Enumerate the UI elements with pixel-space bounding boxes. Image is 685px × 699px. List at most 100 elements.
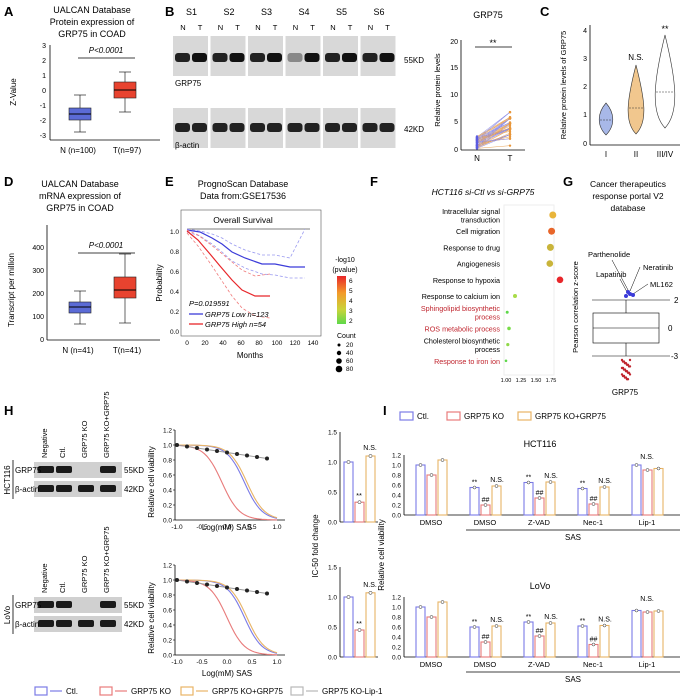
mark-sig: ** bbox=[472, 619, 478, 626]
paired-lines bbox=[475, 110, 512, 150]
y-tick: -2 bbox=[40, 118, 46, 125]
viability-bar bbox=[577, 625, 588, 658]
panel-g: G Cancer therapeutics response portal V2… bbox=[563, 174, 679, 397]
sample-label: S5 bbox=[336, 7, 347, 17]
point-t bbox=[508, 117, 512, 120]
x-tick: 120 bbox=[290, 340, 301, 347]
y-axis-label: Transcript per million bbox=[7, 253, 16, 327]
x-label: N (n=41) bbox=[62, 346, 94, 355]
legend-rescue: GRP75 KO+GRP75 bbox=[535, 412, 606, 421]
lane-label: T bbox=[198, 23, 203, 32]
group-label: Lip-1 bbox=[639, 518, 656, 527]
band bbox=[100, 620, 116, 627]
go-dot bbox=[546, 243, 554, 251]
data-point bbox=[472, 485, 477, 490]
g-tick: 2 bbox=[674, 296, 679, 305]
band bbox=[304, 53, 320, 62]
lane-label: GRP75 KO bbox=[80, 420, 89, 458]
mark-hash: ## bbox=[482, 497, 490, 504]
band-label: GRP75 bbox=[175, 79, 202, 88]
data-point bbox=[175, 443, 179, 447]
data-point bbox=[418, 605, 423, 609]
y-tick: 0.5 bbox=[328, 625, 337, 632]
mark-ns: N.S. bbox=[598, 478, 612, 485]
band bbox=[287, 53, 303, 62]
mark-sig: ** bbox=[580, 618, 586, 625]
panel-f: F HCT116 si-Ctl vs si-GRP75 Intracellula… bbox=[370, 174, 564, 384]
band bbox=[379, 53, 395, 62]
significance: ** bbox=[489, 38, 497, 48]
band bbox=[78, 485, 94, 492]
viability-bar bbox=[415, 606, 426, 658]
marker-label: 42KD bbox=[124, 485, 144, 494]
y-tick: 0 bbox=[583, 141, 587, 148]
x-label: N (n=100) bbox=[60, 146, 96, 155]
x-label: N bbox=[474, 154, 480, 163]
mark-ns: N.S. bbox=[490, 617, 504, 624]
band bbox=[100, 466, 116, 473]
y-tick: 0 bbox=[454, 147, 458, 154]
western-blot-h: Negative Ctl. GRP75 KO GRP75 KO+GRP75 GRP75 β… bbox=[3, 392, 144, 634]
annotation-sig: ** bbox=[356, 619, 362, 628]
data-point bbox=[357, 628, 362, 632]
go-term-label: Response to hypoxia bbox=[433, 276, 500, 285]
title-line: Protein expression of bbox=[50, 17, 135, 27]
go-dot bbox=[513, 294, 517, 298]
point-t bbox=[508, 124, 512, 128]
y-axis-label: Z-Value bbox=[9, 78, 18, 106]
count-title: Count bbox=[337, 333, 356, 340]
panel-e: E PrognoScan Database Data from:GSE17536… bbox=[155, 174, 358, 373]
sample-label: S4 bbox=[298, 7, 309, 17]
y-tick: 1.5 bbox=[328, 565, 337, 572]
color-tick: 4 bbox=[349, 298, 353, 305]
y-tick: 0.0 bbox=[392, 513, 401, 520]
point-t bbox=[508, 137, 512, 141]
y-tick: 0.6 bbox=[392, 625, 401, 632]
go-dot bbox=[505, 310, 509, 314]
go-dot bbox=[548, 227, 556, 235]
band bbox=[250, 53, 265, 62]
legend-high: GRP75 High n=54 bbox=[205, 320, 266, 329]
viability-bar bbox=[642, 611, 653, 658]
y-tick: 0.2 bbox=[163, 503, 172, 510]
ic50-bar bbox=[354, 501, 365, 523]
title-line: database bbox=[611, 203, 646, 213]
band bbox=[38, 466, 54, 473]
chart-title: HCT116 bbox=[524, 439, 557, 449]
y-tick: 0.0 bbox=[328, 520, 337, 527]
ic50-bar bbox=[365, 455, 376, 523]
point-t bbox=[508, 133, 512, 136]
x-tick: 0.5 bbox=[247, 659, 256, 666]
data-point bbox=[255, 590, 259, 594]
lane-label: N bbox=[293, 23, 298, 32]
bottom-legend: Ctl. GRP75 KO GRP75 KO+GRP75 GRP75 KO-Li… bbox=[34, 686, 383, 696]
mark-hash: ## bbox=[590, 496, 598, 503]
data-point bbox=[634, 608, 639, 613]
annotation-ns: N.S. bbox=[363, 445, 377, 452]
y-tick: 2 bbox=[42, 58, 46, 65]
lane-label: T bbox=[385, 23, 390, 32]
y-tick: -3 bbox=[40, 133, 46, 140]
color-tick: 6 bbox=[349, 278, 353, 285]
x-tick: 0 bbox=[185, 340, 189, 347]
p-value: P=0.019591 bbox=[189, 299, 230, 308]
band bbox=[325, 53, 340, 62]
viability-bar bbox=[588, 643, 599, 658]
viability-bar bbox=[599, 624, 610, 658]
viability-bar bbox=[577, 487, 588, 516]
y-tick: 0.8 bbox=[163, 458, 172, 465]
data-point bbox=[472, 625, 477, 629]
go-term-label: Intracellular signal bbox=[442, 207, 500, 216]
viability-bars: HCT1161.21.00.80.60.40.20.0DMSO**##N.S.D… bbox=[392, 439, 680, 684]
go-term-label: Response to iron ion bbox=[434, 357, 500, 366]
band bbox=[38, 485, 54, 492]
go-term-label: Sphingolipid biosynthetic bbox=[421, 304, 501, 313]
group-label: DMSO bbox=[420, 660, 443, 669]
pair-line bbox=[476, 123, 511, 144]
data-point bbox=[185, 579, 189, 584]
x-label: III/IV bbox=[657, 150, 674, 159]
band bbox=[342, 53, 357, 62]
x-tick: 60 bbox=[237, 340, 245, 347]
viability-bar bbox=[534, 635, 545, 658]
legend-low: GRP75 Low n=123 bbox=[205, 310, 269, 319]
